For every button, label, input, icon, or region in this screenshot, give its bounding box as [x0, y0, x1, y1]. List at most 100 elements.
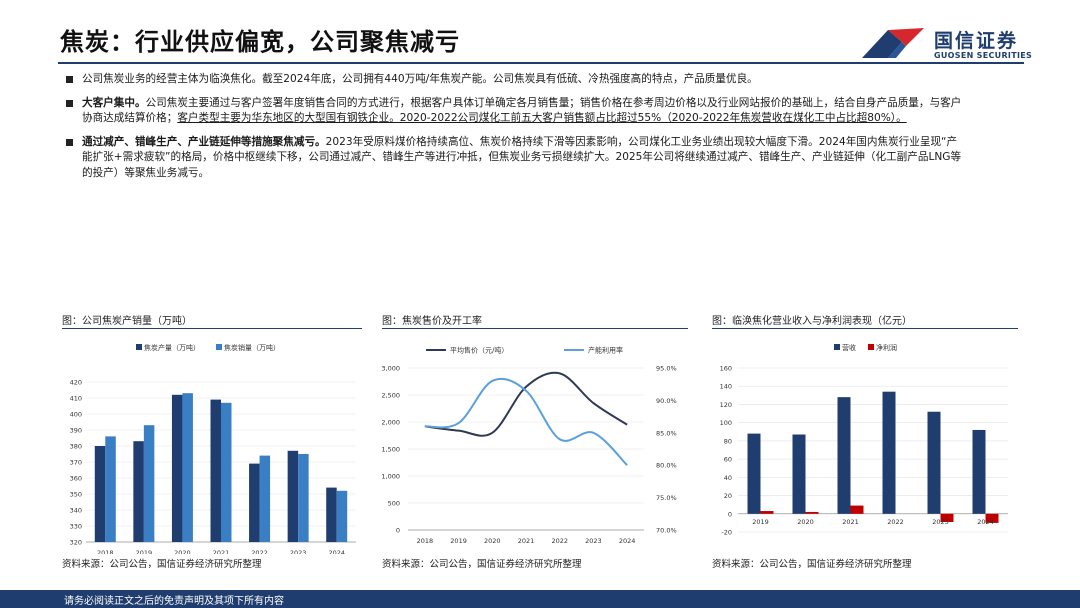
y-left-tick-label: 2,500	[382, 392, 400, 400]
bar	[326, 487, 337, 542]
y-tick-label: 350	[70, 491, 82, 499]
bullet-text: 公司焦炭业务的经营主体为临涣焦化。截至2024年底，公司拥有440万吨/年焦炭产…	[82, 73, 758, 85]
chart-divider	[712, 328, 1018, 329]
title-divider	[58, 62, 1024, 64]
bullet-item: 大客户集中。公司焦炭主要通过与客户签署年度销售合同的方式进行，根据客户具体订单确…	[64, 96, 964, 127]
legend-swatch	[834, 344, 840, 350]
y-tick-label: -20	[721, 529, 732, 537]
legend-label: 营收	[842, 343, 856, 352]
chart-title: 图：临涣焦化营业收入与净利润表现（亿元）	[712, 316, 912, 327]
bar	[221, 402, 232, 542]
y-tick-label: 120	[720, 401, 732, 409]
bar	[94, 446, 106, 542]
y-tick-label: 60	[724, 456, 732, 464]
footer-disclaimer: 请务必阅读正文之后的免责声明及其项下所有内容	[64, 596, 284, 607]
bar	[882, 391, 896, 514]
bar	[972, 429, 986, 514]
x-tick-label: 2020	[484, 537, 501, 545]
chart-title: 图：焦炭售价及开工率	[382, 316, 482, 327]
company-logo: 国信证券 GUOSEN SECURITIES	[858, 24, 1032, 64]
y-right-tick-label: 70.0%	[656, 527, 677, 535]
x-tick-label: 2021	[518, 537, 535, 545]
legend-label: 平均售价（元/吨）	[450, 346, 508, 355]
legend-swatch	[868, 344, 874, 350]
bar	[940, 513, 954, 522]
bar	[249, 463, 260, 542]
x-tick-label: 2023	[932, 518, 949, 526]
x-tick-label: 2024	[977, 518, 994, 526]
footer-bar: 请务必阅读正文之后的免责声明及其项下所有内容	[0, 590, 1080, 608]
chart-title: 图：公司焦炭产销量（万吨）	[62, 316, 192, 327]
y-tick-label: 340	[70, 507, 82, 515]
bar	[171, 394, 183, 542]
y-left-tick-label: 3,000	[382, 365, 400, 373]
y-tick-label: 390	[70, 427, 82, 435]
legend-label: 产能利用率	[588, 346, 623, 355]
legend-label: 焦炭销量（万吨）	[224, 343, 280, 352]
y-tick-label: 360	[70, 475, 82, 483]
x-tick-label: 2021	[842, 518, 859, 526]
y-right-tick-label: 80.0%	[656, 462, 677, 470]
bar	[760, 511, 774, 514]
y-tick-label: 0	[728, 510, 732, 518]
y-tick-label: 140	[720, 383, 732, 391]
x-tick-label: 2021	[213, 549, 230, 554]
bar	[210, 399, 221, 542]
y-tick-label: 320	[70, 539, 82, 547]
chart-3-source: 资料来源：公司公告，国信证券经济研究所整理	[712, 559, 912, 570]
bar	[298, 454, 309, 542]
x-tick-label: 2018	[97, 549, 114, 554]
chart-divider	[62, 328, 362, 329]
x-tick-label: 2024	[328, 549, 345, 554]
chart-coke-volume: 图：公司焦炭产销量（万吨） 焦炭产量（万吨） 焦炭销量（万吨） 320 330 340 3…	[62, 312, 362, 554]
y-tick-label: 400	[70, 411, 82, 419]
y-right-tick-label: 75.0%	[656, 494, 677, 502]
bar	[927, 411, 941, 514]
y-tick-label: 370	[70, 459, 82, 467]
x-tick-label: 2023	[290, 549, 307, 554]
chart-2-source: 资料来源：公司公告，国信证券经济研究所整理	[382, 559, 582, 570]
bar	[287, 450, 299, 542]
chart-2-plot: 平均售价（元/吨） 产能利用率 0 500 1,000 1,500 2,000 2,500 3,…	[382, 346, 677, 546]
chart-3-plot: 营收 净利润 -20 0 20 40 60 80 100 120 140 160 2019 2020 202…	[720, 343, 1008, 537]
bar	[182, 393, 193, 542]
y-left-tick-label: 500	[388, 500, 400, 508]
y-left-tick-label: 0	[396, 527, 400, 535]
bullet-item: 通过减产、错峰生产、产业链延伸等措施聚焦减亏。2023年受原料煤价格持续高位、焦…	[64, 135, 964, 182]
y-left-tick-label: 2,000	[382, 419, 400, 427]
y-tick-label: 160	[720, 365, 732, 373]
bar	[259, 455, 271, 542]
y-tick-label: 330	[70, 523, 82, 531]
chart-1-source: 资料来源：公司公告，国信证券经济研究所整理	[62, 559, 262, 570]
y-right-tick-label: 90.0%	[656, 397, 677, 405]
y-tick-label: 410	[70, 395, 82, 403]
bar	[985, 513, 999, 523]
bar	[105, 436, 116, 542]
legend-label: 净利润	[876, 343, 897, 352]
x-tick-label: 2022	[551, 537, 568, 545]
bullet-list: 公司焦炭业务的经营主体为临涣焦化。截至2024年底，公司拥有440万吨/年焦炭产…	[64, 72, 964, 189]
chart-1-plot: 焦炭产量（万吨） 焦炭销量（万吨） 320 330 340 350 360 370 380 390…	[70, 343, 356, 554]
bullet-item: 公司焦炭业务的经营主体为临涣焦化。截至2024年底，公司拥有440万吨/年焦炭产…	[64, 72, 964, 88]
bullet-underlined-text: 客户类型主要为华东地区的大型国有钢铁企业。2020-2022公司煤化工前五大客户…	[177, 112, 907, 124]
x-tick-label: 2018	[417, 537, 434, 545]
y-right-tick-label: 85.0%	[656, 429, 677, 437]
chart-coke-price-utilization: 图：焦炭售价及开工率 平均售价（元/吨） 产能利用率 0 500 1,000 1,500 2…	[382, 312, 688, 545]
bar	[143, 425, 155, 542]
x-tick-label: 2020	[174, 549, 191, 554]
y-left-tick-label: 1,000	[382, 473, 400, 481]
logo-mark-icon	[862, 28, 924, 58]
legend-swatch	[136, 344, 142, 350]
x-tick-label: 2019	[450, 537, 467, 545]
bullet-text: 2023年受原料煤价格持续高位、焦炭价格持续下滑等因素影响，公司煤化工业务业绩出…	[82, 135, 962, 179]
x-tick-label: 2019	[136, 549, 153, 554]
y-left-tick-label: 1,500	[382, 446, 400, 454]
bar	[850, 505, 864, 514]
y-tick-label: 100	[720, 419, 732, 427]
bar	[792, 434, 806, 514]
x-tick-label: 2019	[752, 518, 769, 526]
legend-label: 焦炭产量（万吨）	[144, 343, 200, 352]
chart-divider	[382, 328, 688, 329]
y-tick-label: 380	[70, 443, 82, 451]
x-tick-label: 2022	[887, 518, 904, 526]
